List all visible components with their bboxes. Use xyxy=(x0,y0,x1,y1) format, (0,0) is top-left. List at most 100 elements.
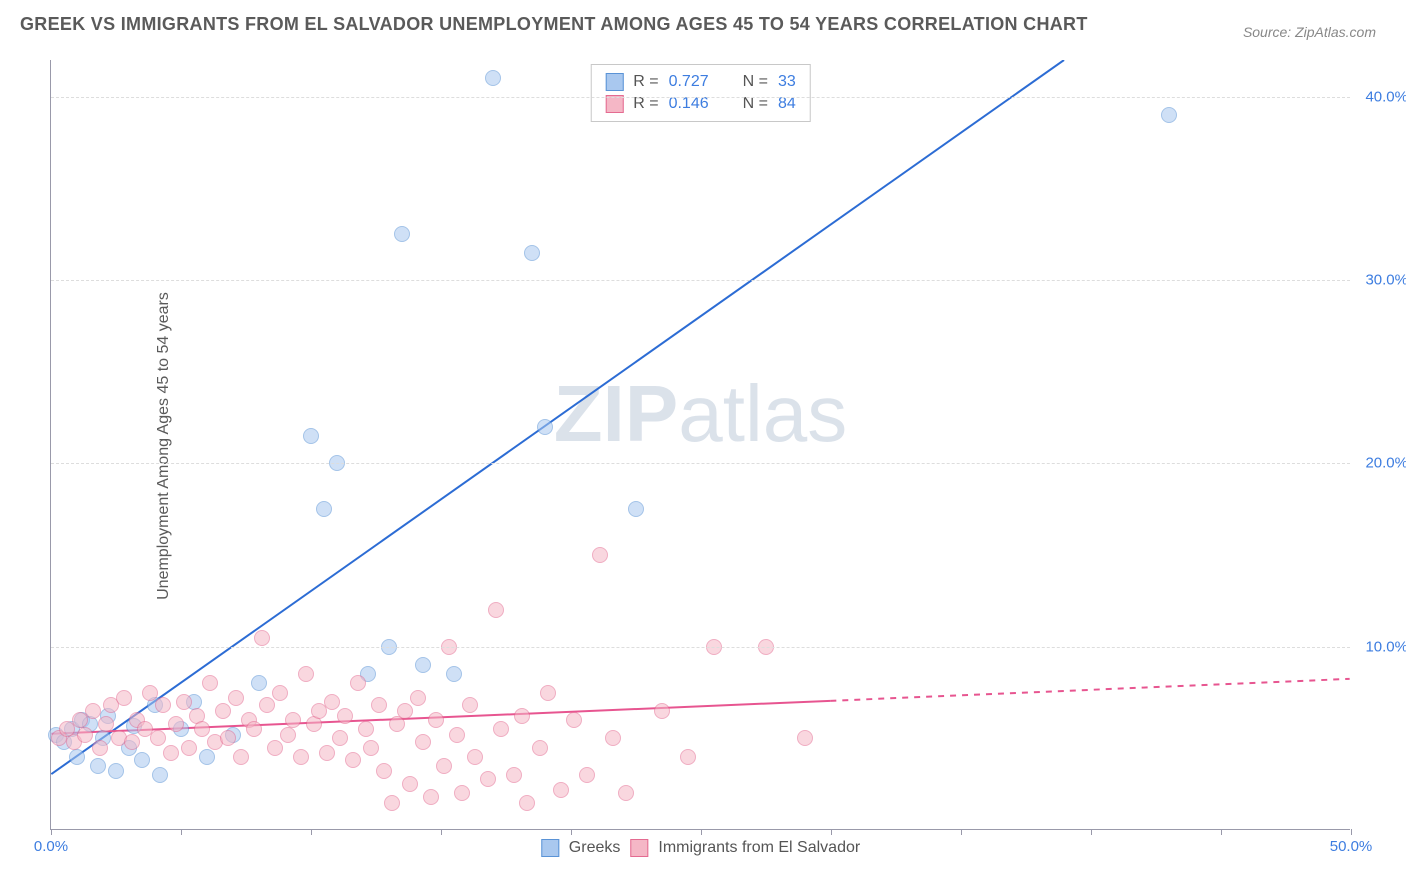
scatter-point xyxy=(524,245,540,261)
x-tick-label: 50.0% xyxy=(1330,838,1373,855)
scatter-point xyxy=(267,740,283,756)
scatter-point xyxy=(423,789,439,805)
x-tick xyxy=(571,829,572,835)
scatter-point xyxy=(85,703,101,719)
scatter-point xyxy=(540,685,556,701)
scatter-point xyxy=(358,721,374,737)
scatter-point xyxy=(415,734,431,750)
scatter-point xyxy=(116,690,132,706)
scatter-point xyxy=(467,749,483,765)
scatter-point xyxy=(92,740,108,756)
scatter-point xyxy=(592,547,608,563)
scatter-point xyxy=(493,721,509,737)
scatter-point xyxy=(69,749,85,765)
scatter-point xyxy=(176,694,192,710)
scatter-point xyxy=(228,690,244,706)
legend-n-value: 84 xyxy=(778,95,796,113)
scatter-point xyxy=(220,730,236,746)
scatter-point xyxy=(397,703,413,719)
scatter-point xyxy=(285,712,301,728)
scatter-point xyxy=(363,740,379,756)
scatter-point xyxy=(394,226,410,242)
scatter-point xyxy=(142,685,158,701)
scatter-point xyxy=(618,785,634,801)
scatter-point xyxy=(402,776,418,792)
scatter-point xyxy=(485,70,501,86)
scatter-point xyxy=(124,734,140,750)
y-tick-label: 30.0% xyxy=(1365,272,1406,289)
y-tick-label: 10.0% xyxy=(1365,638,1406,655)
plot-area: ZIPatlas R =0.727N =33R =0.146N =84 Gree… xyxy=(50,60,1350,830)
scatter-point xyxy=(272,685,288,701)
scatter-point xyxy=(332,730,348,746)
legend-swatch xyxy=(541,839,559,857)
legend-swatch xyxy=(630,839,648,857)
scatter-point xyxy=(90,758,106,774)
scatter-point xyxy=(215,703,231,719)
scatter-point xyxy=(337,708,353,724)
scatter-point xyxy=(532,740,548,756)
scatter-point xyxy=(150,730,166,746)
scatter-point xyxy=(155,697,171,713)
legend-r-label: R = xyxy=(633,73,658,91)
watermark-light: atlas xyxy=(678,369,847,458)
scatter-point xyxy=(410,690,426,706)
gridline xyxy=(51,647,1350,648)
scatter-point xyxy=(134,752,150,768)
scatter-point xyxy=(324,694,340,710)
scatter-point xyxy=(628,501,644,517)
scatter-point xyxy=(293,749,309,765)
scatter-point xyxy=(415,657,431,673)
scatter-point xyxy=(319,745,335,761)
scatter-point xyxy=(519,795,535,811)
gridline xyxy=(51,280,1350,281)
scatter-point xyxy=(298,666,314,682)
scatter-point xyxy=(579,767,595,783)
scatter-point xyxy=(108,763,124,779)
chart-title: GREEK VS IMMIGRANTS FROM EL SALVADOR UNE… xyxy=(20,14,1088,35)
gridline xyxy=(51,97,1350,98)
x-tick xyxy=(1221,829,1222,835)
scatter-point xyxy=(163,745,179,761)
scatter-point xyxy=(488,602,504,618)
x-tick xyxy=(701,829,702,835)
scatter-point xyxy=(506,767,522,783)
regression-line-dashed xyxy=(830,679,1349,701)
scatter-point xyxy=(303,428,319,444)
scatter-point xyxy=(251,675,267,691)
x-tick-label: 0.0% xyxy=(34,838,68,855)
scatter-point xyxy=(537,419,553,435)
legend-series-label: Greeks xyxy=(569,839,621,857)
legend-n-value: 33 xyxy=(778,73,796,91)
scatter-point xyxy=(454,785,470,801)
scatter-point xyxy=(446,666,462,682)
scatter-point xyxy=(350,675,366,691)
x-tick xyxy=(1351,829,1352,835)
scatter-point xyxy=(436,758,452,774)
regression-line xyxy=(51,60,1064,774)
scatter-point xyxy=(449,727,465,743)
y-tick-label: 20.0% xyxy=(1365,455,1406,472)
scatter-point xyxy=(233,749,249,765)
scatter-point xyxy=(680,749,696,765)
scatter-point xyxy=(246,721,262,737)
legend-series: Greeks Immigrants from El Salvador xyxy=(541,839,860,857)
scatter-point xyxy=(202,675,218,691)
legend-series-label: Immigrants from El Salvador xyxy=(658,839,860,857)
legend-n-label: N = xyxy=(743,95,768,113)
scatter-point xyxy=(181,740,197,756)
scatter-point xyxy=(605,730,621,746)
scatter-point xyxy=(371,697,387,713)
y-tick-label: 40.0% xyxy=(1365,88,1406,105)
scatter-point xyxy=(316,501,332,517)
scatter-point xyxy=(514,708,530,724)
gridline xyxy=(51,463,1350,464)
x-tick xyxy=(1091,829,1092,835)
source-attribution: Source: ZipAtlas.com xyxy=(1243,24,1376,40)
scatter-point xyxy=(152,767,168,783)
x-tick xyxy=(831,829,832,835)
watermark-bold: ZIP xyxy=(554,369,678,458)
scatter-point xyxy=(553,782,569,798)
scatter-point xyxy=(566,712,582,728)
legend-row: R =0.727N =33 xyxy=(605,71,796,93)
